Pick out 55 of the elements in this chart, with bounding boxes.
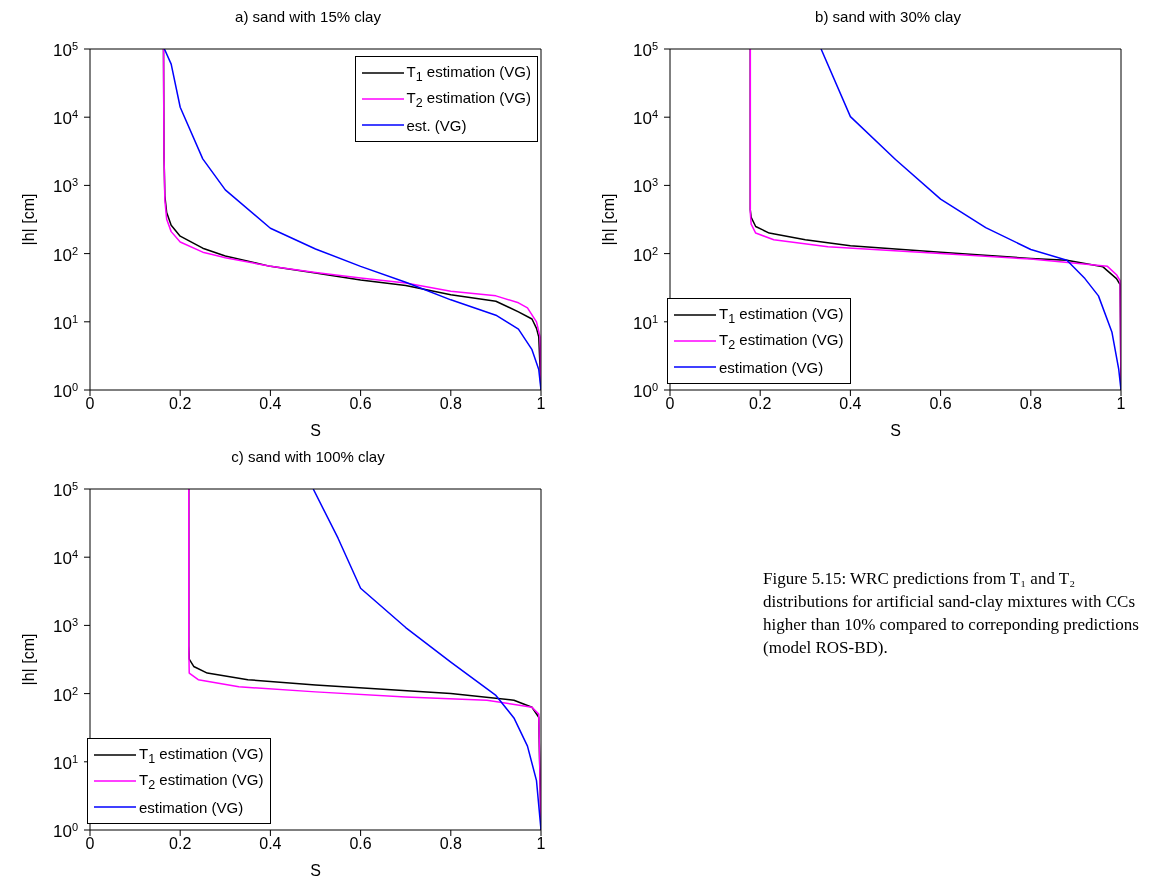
- legend-label: estimation (VG): [719, 358, 824, 376]
- x-tick-label: 0.2: [169, 395, 192, 413]
- x-tick-label: 0.4: [839, 395, 862, 413]
- y-tick-label: 10$^{4}$: [52, 108, 78, 129]
- y-tick-label: 10$^{4}$: [52, 548, 78, 569]
- y-tick-label: 10$^{5}$: [52, 480, 78, 500]
- legend-label: T$_{2}$ estimation (VG): [139, 770, 264, 792]
- y-tick-label: 10$^{5}$: [52, 40, 78, 60]
- x-tick-label: 1: [1116, 395, 1126, 413]
- y-axis-title: |h| [cm]: [599, 193, 617, 246]
- legend-label: T$_{2}$ estimation (VG): [406, 88, 531, 110]
- y-tick-label: 10$^{0}$: [632, 381, 658, 401]
- legend-label: T$_{1}$ estimation (VG): [719, 304, 844, 326]
- legend-label: estimation (VG): [139, 798, 244, 816]
- x-tick-label: 0.8: [1019, 395, 1043, 413]
- chart-title: a) sand with 15% clay: [234, 8, 382, 25]
- y-tick-label: 10$^{2}$: [52, 684, 78, 705]
- x-tick-label: 1: [536, 835, 546, 853]
- y-tick-label: 10$^{3}$: [632, 176, 658, 197]
- x-tick-label: 0.4: [259, 835, 282, 853]
- caption: Figure 5.15: WRC predictions from T₁ and T₂ distributions for artificial sand-clay mixtures with CCs higher than 10% compared to correponding predictions (model ROS-BD).: [763, 568, 1140, 659]
- x-axis-title: S: [310, 862, 321, 879]
- legend-label: T$_{1}$ estimation (VG): [406, 62, 531, 84]
- y-tick-label: 10$^{3}$: [52, 176, 78, 197]
- x-tick-label: 0.6: [349, 395, 372, 413]
- x-tick-label: 0.2: [169, 835, 192, 853]
- x-tick-label: 0.6: [929, 395, 952, 413]
- legend-label: T$_{1}$ estimation (VG): [139, 744, 264, 766]
- x-tick-label: 0: [665, 395, 675, 413]
- y-tick-label: 10$^{0}$: [52, 381, 78, 401]
- y-axis-title: |h| [cm]: [19, 633, 37, 686]
- x-tick-label: 0: [85, 395, 95, 413]
- x-axis-title: S: [890, 422, 901, 439]
- y-tick-label: 10$^{1}$: [52, 312, 78, 333]
- x-tick-label: 0.6: [349, 835, 372, 853]
- legend-label: T$_{2}$ estimation (VG): [719, 330, 844, 352]
- y-tick-label: 10$^{0}$: [52, 821, 78, 841]
- y-tick-label: 10$^{1}$: [52, 752, 78, 773]
- x-tick-label: 0.8: [439, 395, 463, 413]
- y-tick-label: 10$^{2}$: [52, 244, 78, 265]
- x-tick-label: 0.4: [259, 395, 282, 413]
- chart-title: b) sand with 30% clay: [814, 8, 962, 25]
- y-tick-label: 10$^{5}$: [632, 40, 658, 60]
- x-axis-title: S: [310, 422, 321, 439]
- y-tick-label: 10$^{1}$: [632, 312, 658, 333]
- y-tick-label: 10$^{3}$: [52, 616, 78, 637]
- chart-title: c) sand with 100% clay: [230, 448, 386, 465]
- y-tick-label: 10$^{4}$: [632, 108, 658, 129]
- x-tick-label: 0.8: [439, 835, 463, 853]
- y-axis-title: |h| [cm]: [19, 193, 37, 246]
- legend-label: est. (VG): [406, 116, 467, 134]
- x-tick-label: 0: [85, 835, 95, 853]
- x-tick-label: 0.2: [749, 395, 772, 413]
- y-tick-label: 10$^{2}$: [632, 244, 658, 265]
- x-tick-label: 1: [536, 395, 546, 413]
